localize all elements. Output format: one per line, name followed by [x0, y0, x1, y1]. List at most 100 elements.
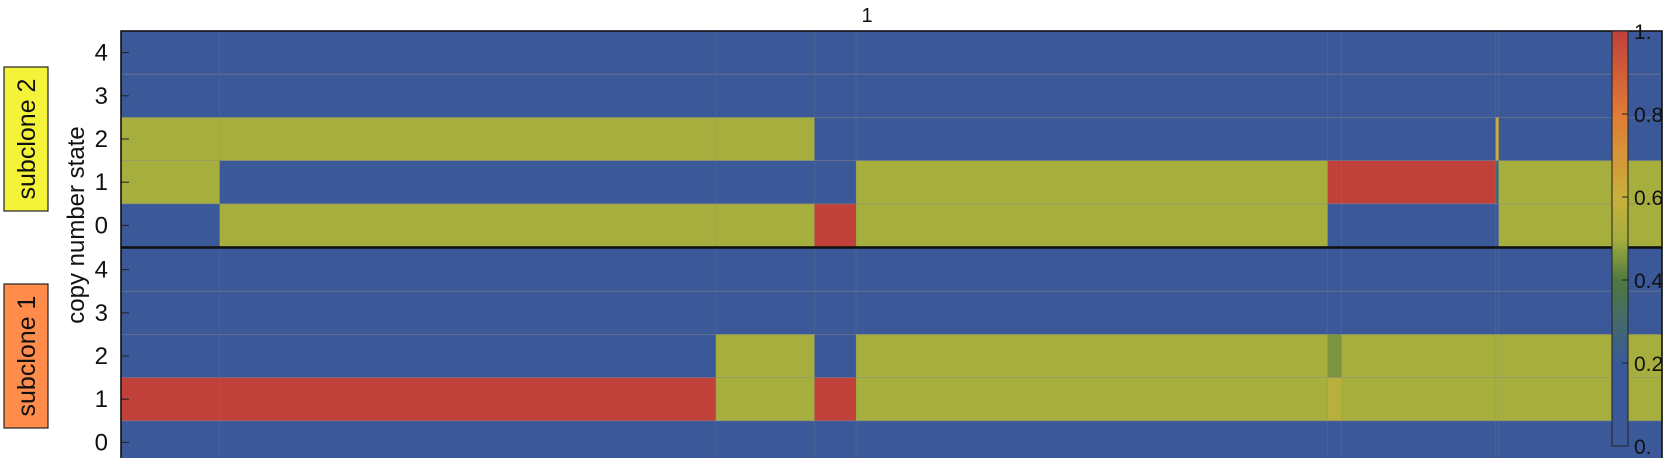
- heatmap-cell: [1327, 203, 1343, 248]
- heatmap-cell: [1498, 117, 1663, 161]
- heatmap-cell: [121, 117, 221, 161]
- colorbar-tick-label: 0.6: [1634, 187, 1663, 210]
- heatmap-cell: [715, 117, 816, 161]
- colorbar-tick-label: 0.4: [1634, 270, 1664, 293]
- heatmap-cell: [1341, 74, 1497, 118]
- panel-subclone-2: 4 3 2 1 0: [95, 30, 1663, 248]
- heatmap-cell: [1327, 377, 1343, 422]
- heatmap-cell: [814, 74, 857, 118]
- heatmap-cell: [1341, 334, 1497, 378]
- colorbar-tick-label: 0.2: [1634, 353, 1663, 376]
- heatmap-cell: [1495, 160, 1500, 205]
- heatmap-cell: [1495, 248, 1500, 292]
- heatmap-cell: [219, 291, 717, 335]
- heatmap-cell: [1341, 31, 1497, 75]
- y-tick-label: 0: [95, 212, 108, 239]
- heatmap-cell: [1341, 160, 1497, 205]
- colorbar-tick-label: 1.: [1634, 21, 1652, 44]
- heatmap-cell: [715, 420, 816, 458]
- heatmap-cell: [715, 160, 816, 205]
- heatmap-cell: [121, 334, 221, 378]
- subclone-label: subclone 1: [3, 283, 49, 429]
- y-tick-label: 2: [95, 343, 108, 370]
- heatmap-cell: [1341, 420, 1497, 458]
- heatmap-cell: [1498, 31, 1663, 75]
- colorbar-gradient: [1611, 30, 1629, 447]
- y-tick-label: 4: [95, 257, 108, 284]
- heatmap-cell: [1498, 334, 1663, 378]
- heatmap-cell: [1327, 291, 1343, 335]
- heatmap-cell: [1498, 420, 1663, 458]
- heatmap-cell: [121, 160, 221, 205]
- heatmap-cell: [1495, 74, 1500, 118]
- y-tick-label: 3: [95, 83, 108, 110]
- heatmap-cell: [1327, 74, 1343, 118]
- y-tick-label: 3: [95, 300, 108, 327]
- panel-subclone-1: 4 3 2 1 0: [95, 247, 1663, 458]
- heatmap-cell: [121, 291, 221, 335]
- y-axis-label: copy number state: [63, 126, 90, 323]
- subclone-label-box: [3, 66, 49, 212]
- subclone-label-box: [3, 283, 49, 429]
- y-tick-label: 2: [95, 126, 108, 153]
- heatmap-cell: [121, 248, 221, 292]
- heatmap-cell: [1498, 291, 1663, 335]
- heatmap-cell: [219, 117, 717, 161]
- heatmap-cell: [1498, 160, 1663, 205]
- heatmap-cell: [121, 377, 221, 422]
- heatmap-cell: [1341, 248, 1497, 292]
- subclone-labels: subclone 2 subclone 1: [3, 66, 49, 429]
- heatmap-cell: [715, 203, 816, 248]
- heatmap-cell: [1341, 291, 1497, 335]
- heatmap-cell: [715, 248, 816, 292]
- heatmap-cell: [814, 420, 857, 458]
- heatmap-cell: [1341, 203, 1497, 248]
- panel-frame: [120, 30, 1663, 248]
- colorbar-ticks: 0. 0.2 0.4 0.6 0.8 1.: [1622, 21, 1664, 458]
- colorbar: 0. 0.2 0.4 0.6 0.8 1.: [1611, 21, 1664, 458]
- heatmap-cell: [1495, 377, 1500, 422]
- heatmap-cell: [121, 203, 221, 248]
- heatmap-cell: [1498, 74, 1663, 118]
- panel-frame: [120, 247, 1663, 458]
- heatmap-cell: [1495, 420, 1500, 458]
- y-tick-label: 1: [95, 386, 108, 413]
- heatmap-cell: [1341, 117, 1497, 161]
- y-tick-label: 1: [95, 169, 108, 196]
- heatmap-cell: [1327, 31, 1343, 75]
- heatmap-cell: [715, 74, 816, 118]
- heatmap-cell: [856, 248, 1329, 292]
- heatmap-cell: [814, 160, 857, 205]
- heatmap-cell: [1498, 248, 1663, 292]
- heatmap-cell: [814, 31, 857, 75]
- heatmap-cell: [1327, 117, 1343, 161]
- heatmap-cell: [814, 377, 857, 422]
- heatmap-cell: [1495, 291, 1500, 335]
- subclone-label-text: subclone 2: [13, 79, 41, 200]
- heatmap-cell: [1341, 377, 1497, 422]
- heatmap-cell: [1498, 377, 1663, 422]
- heatmap-cell: [814, 117, 857, 161]
- heatmap-cell: [814, 248, 857, 292]
- heatmap-cell: [1495, 117, 1500, 161]
- heatmap-cell: [715, 31, 816, 75]
- heatmap-cell: [1498, 203, 1663, 248]
- heatmap-cell: [814, 291, 857, 335]
- heatmap-cell: [1327, 248, 1343, 292]
- heatmap-cell: [1327, 160, 1343, 205]
- heatmap-cell: [219, 74, 717, 118]
- heatmap-cell: [856, 377, 1329, 422]
- heatmap-cell: [715, 377, 816, 422]
- heatmap-cell: [121, 31, 221, 75]
- chart-title: 1: [861, 5, 872, 27]
- subclone-label-text: subclone 1: [13, 296, 41, 417]
- heatmap-cell: [1495, 334, 1500, 378]
- heatmap-cell: [856, 160, 1329, 205]
- heatmap-cell: [1495, 203, 1500, 248]
- heatmap-cell: [219, 420, 717, 458]
- heatmap-cell: [856, 74, 1329, 118]
- heatmap-cell: [219, 377, 717, 422]
- heatmap-cell: [814, 203, 857, 248]
- heatmap-cell: [856, 31, 1329, 75]
